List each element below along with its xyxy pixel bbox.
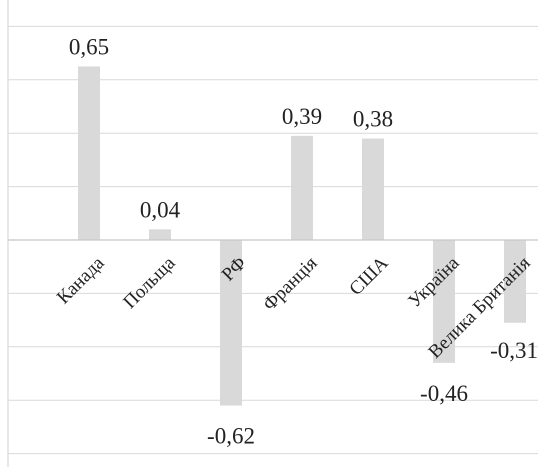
data-label: 0,65 [69,34,109,59]
data-label: 0,39 [282,104,322,129]
category-label: Польща [119,252,180,313]
bars [78,66,526,406]
category-label: Канада [53,252,109,308]
data-labels: 0,65 0,04 -0,62 0,39 0,38 -0,46 -0,31 [69,34,538,448]
bar [149,229,171,240]
bar [220,240,242,406]
data-label: -0,46 [420,381,468,406]
bar [362,138,384,240]
data-label: 0,38 [353,107,393,132]
bar [291,135,313,240]
bar [433,240,455,363]
data-label: 0,04 [140,197,181,222]
data-label: -0,62 [207,424,255,449]
category-label: Франція [259,253,322,316]
data-label: -0,31 [490,338,538,363]
bar [504,240,526,323]
bar [78,66,100,240]
category-label: США [345,252,392,299]
